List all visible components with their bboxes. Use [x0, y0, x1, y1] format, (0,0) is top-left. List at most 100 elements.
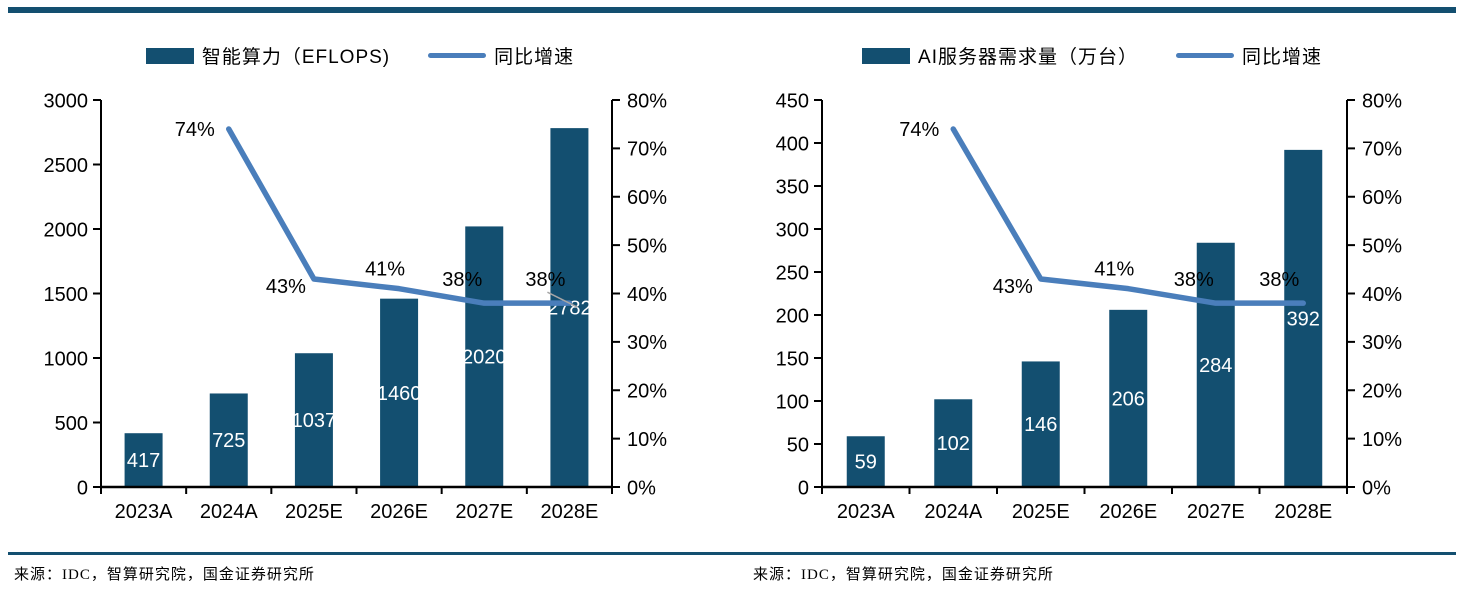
growth-pct-label: 38%	[442, 269, 482, 291]
bar-series-label: AI服务器需求量（万台）	[918, 47, 1138, 68]
x-axis-category-label: 2028E	[540, 501, 598, 523]
right-axis-tick-label: 80%	[1362, 90, 1402, 112]
bar-value-label: 59	[855, 452, 877, 474]
bar-value-label: 146	[1024, 414, 1057, 436]
right-axis-tick-label: 20%	[627, 381, 667, 403]
right-axis-tick-label: 60%	[1362, 187, 1402, 209]
growth-pct-label: 38%	[1174, 269, 1214, 291]
line-series-swatch	[428, 53, 487, 58]
bar-value-label: 206	[1112, 388, 1145, 410]
x-axis-category-label: 2024A	[200, 501, 258, 523]
source-caption-left: 来源：IDC，智算研究院，国金证券研究所	[14, 567, 315, 583]
bar	[209, 393, 248, 487]
growth-pct-label: 41%	[365, 259, 405, 281]
left-axis-tick-label: 0	[77, 477, 88, 499]
line-series-label: 同比增速	[494, 47, 575, 68]
growth-pct-label: 43%	[993, 276, 1033, 298]
label-leader-line	[547, 291, 578, 308]
growth-line	[950, 126, 1306, 306]
bar-series-label: 智能算力（EFLOPS)	[201, 47, 391, 68]
x-axis-category-label: 2025E	[1012, 501, 1070, 523]
right-axis-tick-label: 50%	[627, 235, 667, 257]
bar-value-label: 2020	[462, 347, 507, 369]
x-axis-category-label: 2023A	[115, 501, 173, 523]
bar-value-label: 392	[1287, 308, 1320, 330]
right-axis-tick-label: 0%	[627, 477, 656, 499]
left-axis-tick-label: 3000	[44, 90, 89, 112]
right-chart: 59 102 146 206 284 392 74% 43% 41% 38% 38% 0 50 100 15…	[776, 90, 1403, 523]
right-axis-tick-label: 10%	[627, 429, 667, 451]
right-axis-tick-label: 60%	[627, 187, 667, 209]
right-axis-tick-label: 20%	[1362, 381, 1402, 403]
left-axis-tick-label: 1500	[44, 284, 89, 306]
growth-pct-label: 74%	[899, 119, 939, 141]
right-axis-tick-label: 70%	[1362, 139, 1402, 161]
bar	[846, 436, 885, 487]
right-axis-tick-label: 40%	[1362, 284, 1402, 306]
left-axis-tick-label: 450	[776, 90, 809, 112]
left-axis-tick-label: 100	[776, 391, 809, 413]
bar-series-swatch	[862, 47, 911, 64]
x-axis-category-label: 2024A	[924, 501, 982, 523]
left-axis-tick-label: 300	[776, 219, 809, 241]
bar	[1196, 242, 1235, 487]
bar	[465, 226, 504, 488]
bar-value-label: 1037	[292, 410, 337, 432]
bar	[294, 353, 333, 487]
growth-pct-label: 43%	[266, 276, 306, 298]
bar-value-label: 102	[937, 433, 970, 455]
top-divider	[8, 7, 1456, 13]
bar	[1021, 361, 1060, 487]
bar	[1284, 149, 1323, 487]
left-axis-tick-label: 150	[776, 348, 809, 370]
bar	[550, 128, 589, 487]
bar	[124, 433, 163, 487]
right-axis-tick-label: 0%	[1362, 477, 1391, 499]
left-axis-tick-label: 50	[787, 434, 809, 456]
left-axis-tick-label: 2000	[44, 219, 89, 241]
x-axis-category-label: 2023A	[837, 501, 895, 523]
bar-value-label: 417	[127, 450, 160, 472]
chart-panel-right: AI服务器需求量（万台） 同比增速 59 102 146 206 284 392 74% 43…	[720, 0, 1464, 560]
left-axis-tick-label: 500	[55, 413, 88, 435]
left-axis-tick-label: 250	[776, 262, 809, 284]
growth-pct-label: 38%	[525, 269, 565, 291]
left-axis-tick-label: 1000	[44, 348, 89, 370]
x-axis-category-label: 2026E	[370, 501, 428, 523]
legend-right: AI服务器需求量（万台） 同比增速	[720, 42, 1464, 69]
bar	[380, 298, 419, 487]
right-axis-tick-label: 30%	[1362, 332, 1402, 354]
bar-value-label: 1460	[377, 383, 422, 405]
bar-series-swatch	[145, 47, 194, 64]
bar	[934, 399, 973, 487]
line-series-swatch	[1175, 53, 1234, 58]
bar	[1109, 309, 1148, 487]
bar-value-label: 725	[212, 430, 245, 452]
left-axis-tick-label: 350	[776, 176, 809, 198]
left-axis-tick-label: 2500	[44, 155, 89, 177]
bar-value-label: 284	[1199, 355, 1232, 377]
x-axis-category-label: 2028E	[1274, 501, 1332, 523]
left-axis-tick-label: 200	[776, 305, 809, 327]
bottom-divider	[8, 552, 1456, 555]
growth-pct-label: 74%	[175, 119, 215, 141]
x-axis-category-label: 2025E	[285, 501, 343, 523]
source-caption-right: 来源：IDC，智算研究院，国金证券研究所	[753, 567, 1054, 583]
growth-pct-label: 38%	[1259, 269, 1299, 291]
right-axis-tick-label: 80%	[627, 90, 667, 112]
right-axis-tick-label: 30%	[627, 332, 667, 354]
right-axis-tick-label: 70%	[627, 139, 667, 161]
right-axis-tick-label: 50%	[1362, 235, 1402, 257]
growth-pct-label: 41%	[1094, 259, 1134, 281]
left-axis-tick-label: 400	[776, 133, 809, 155]
right-axis-tick-label: 40%	[627, 284, 667, 306]
x-axis-category-label: 2027E	[1187, 501, 1245, 523]
left-axis-tick-label: 0	[798, 477, 809, 499]
x-axis-category-label: 2026E	[1099, 501, 1157, 523]
x-axis-category-label: 2027E	[455, 501, 513, 523]
growth-line	[226, 126, 573, 306]
right-axis-tick-label: 10%	[1362, 429, 1402, 451]
line-series-label: 同比增速	[1241, 47, 1322, 68]
